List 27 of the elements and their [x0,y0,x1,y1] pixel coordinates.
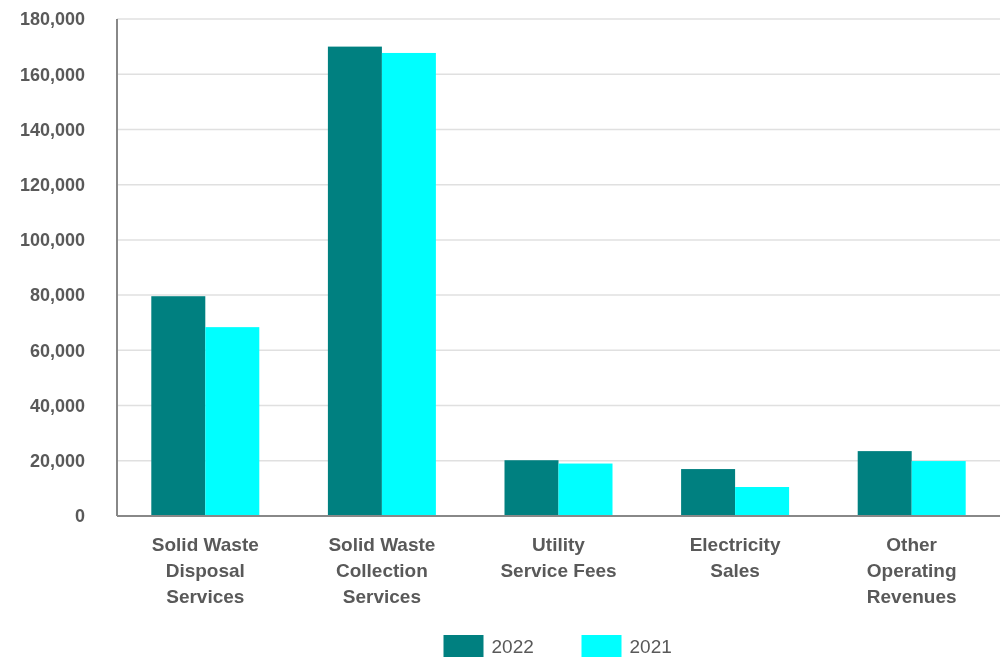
y-tick-label: 180,000 [19,9,85,30]
y-tick-label: 80,000 [29,285,85,306]
x-tick-label: Solid Waste Collection Services [328,534,436,607]
x-tick-label: Solid Waste Disposal Services [151,534,259,607]
bar [911,461,966,516]
bar [504,460,559,516]
legend-label: 2021 [629,636,672,657]
bar [857,451,912,516]
y-tick-label: 120,000 [19,174,85,195]
bar [151,296,206,516]
bar [681,469,736,516]
y-tick-label: 40,000 [29,395,85,416]
y-tick-label: 160,000 [19,64,85,85]
bar [327,46,382,516]
x-tick-label: Other Operating Revenues [866,534,957,607]
y-tick-label: 60,000 [29,340,85,361]
bar [381,52,436,516]
bar [558,463,613,516]
legend-label: 2022 [491,636,534,657]
y-tick-label: 20,000 [29,451,85,472]
bar [735,487,790,516]
x-tick-label: Electricity Sales [689,534,781,581]
y-tick-label: 0 [74,506,85,527]
bar [205,327,260,516]
y-tick-label: 100,000 [19,230,85,251]
y-tick-label: 140,000 [19,119,85,140]
x-tick-label: Utility Service Fees [500,534,617,581]
